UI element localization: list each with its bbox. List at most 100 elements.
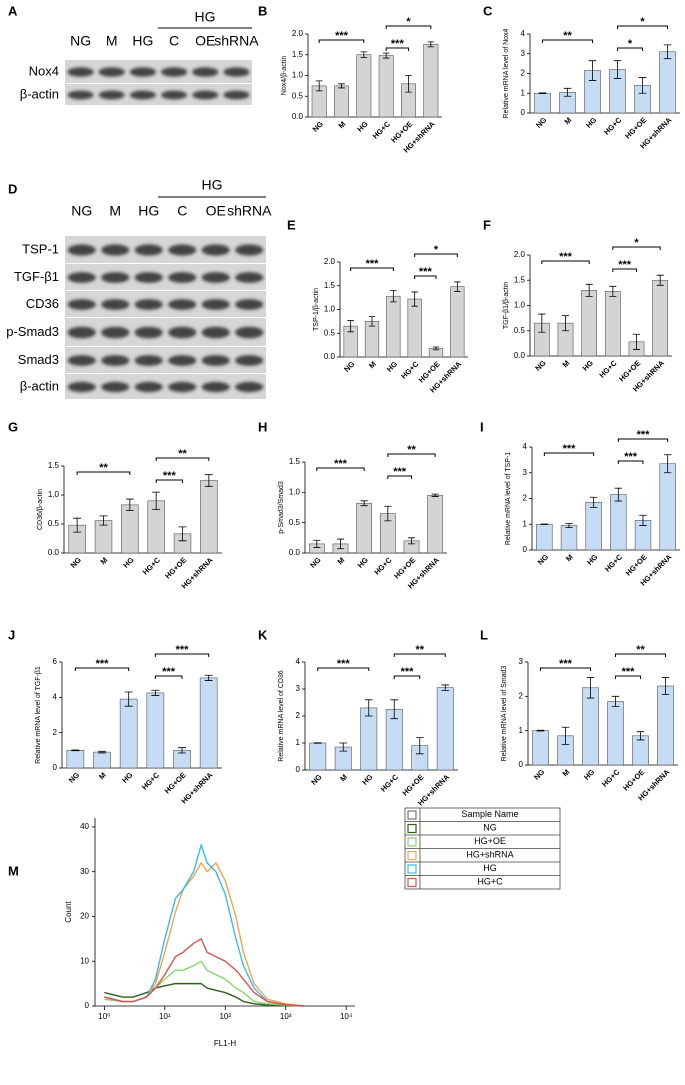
- x-tick-label: HG: [581, 358, 595, 372]
- error-bar: [360, 51, 368, 59]
- blot-band: [101, 299, 130, 310]
- lane-label: OE: [206, 203, 226, 219]
- blot-band: [168, 381, 197, 393]
- blot-band: [67, 67, 94, 77]
- blot-band: [223, 90, 250, 100]
- significance-label: **: [563, 30, 572, 42]
- y-tick-label: 4: [521, 29, 526, 38]
- error-bar: [538, 313, 546, 333]
- panel-label: I: [480, 419, 484, 434]
- blot-strip: [65, 60, 252, 83]
- blot-band: [101, 355, 130, 366]
- error-bar: [588, 60, 597, 81]
- y-tick-label: 0: [53, 763, 58, 772]
- series-line: [104, 862, 304, 1007]
- error-bar: [609, 285, 617, 297]
- error-bar: [368, 316, 376, 327]
- bar: [582, 687, 599, 766]
- significance-bracket: [393, 653, 446, 657]
- error-bar: [204, 674, 213, 681]
- significance-label: ***: [563, 443, 577, 455]
- error-bar: [636, 731, 645, 741]
- y-axis-label: Relative mRNA level of Nox4: [503, 28, 510, 118]
- y-tick-label: 6: [53, 657, 58, 666]
- significance-bracket: [414, 253, 458, 257]
- x-tick-label: HG+C: [600, 767, 622, 789]
- bar: [356, 54, 372, 118]
- row-label: CD36: [26, 296, 59, 311]
- row-label: Smad3: [18, 352, 59, 367]
- error-bar: [390, 290, 397, 303]
- legend-corner: [407, 810, 417, 820]
- error-bar: [336, 538, 345, 550]
- y-tick-label: 1.5: [289, 457, 301, 466]
- error-bar: [561, 726, 570, 745]
- legend-label: HG+OE: [474, 836, 506, 846]
- significance-bracket: [76, 471, 131, 475]
- significance-label: *: [628, 38, 633, 50]
- legend-label: HG: [483, 863, 497, 873]
- row-label: β-actin: [20, 378, 59, 393]
- error-bar: [454, 281, 461, 292]
- significance-label: ***: [559, 658, 573, 670]
- error-bar: [151, 689, 160, 696]
- y-tick-label: 0.0: [292, 112, 304, 121]
- panel-label: E: [287, 217, 296, 232]
- y-tick-label: 4: [53, 692, 58, 701]
- y-tick-label: 1.5: [48, 461, 60, 470]
- error-bar: [536, 729, 545, 732]
- y-tick-label: 2: [523, 494, 528, 503]
- blot-band: [67, 381, 96, 393]
- bar: [532, 730, 549, 766]
- y-tick-label: 2.0: [324, 257, 336, 266]
- significance-label: ***: [559, 251, 573, 263]
- significance-bracket: [540, 667, 591, 671]
- x-tick-label: NG: [533, 358, 547, 372]
- panel-label: D: [8, 181, 17, 196]
- x-axis-label: FL1-H: [214, 1039, 236, 1048]
- x-tick-label: 10⁰: [98, 1012, 110, 1021]
- y-tick-label: 3: [521, 49, 526, 58]
- x-tick-label: HG: [584, 115, 598, 129]
- x-tick-label: HG+C: [140, 770, 162, 792]
- y-tick-label: 1: [521, 88, 526, 97]
- error-bar: [313, 742, 322, 744]
- blot-band: [235, 244, 264, 256]
- x-tick-label: 10²: [219, 1012, 231, 1021]
- significance-bracket: [612, 246, 661, 250]
- x-tick-label: M: [563, 115, 574, 126]
- y-tick-label: 4: [523, 442, 528, 451]
- x-tick-label: M: [99, 555, 110, 566]
- error-bar: [360, 500, 368, 507]
- blot-band: [134, 272, 163, 283]
- legend-swatch: [407, 877, 417, 888]
- y-axis-label: p-Smad3/Smad3: [278, 481, 285, 534]
- significance-label: ***: [622, 666, 636, 678]
- x-tick-label: NG: [536, 552, 550, 566]
- x-tick-label: NG: [534, 115, 548, 129]
- blot-band: [201, 355, 230, 366]
- y-tick-label: 0.5: [514, 326, 526, 335]
- error-bar: [656, 274, 664, 286]
- y-tick-label: 0: [523, 545, 528, 554]
- y-tick-label: 0: [519, 760, 524, 769]
- row-label: TSP-1: [22, 241, 59, 256]
- x-tick-label: NG: [342, 359, 356, 373]
- significance-bracket: [316, 467, 365, 471]
- significance-label: ***: [624, 451, 638, 463]
- significance-bracket: [612, 268, 637, 272]
- y-axis-label: Relative mRNA level of Smad3: [501, 666, 508, 762]
- legend-label: HG+C: [477, 877, 503, 887]
- x-tick-label: M: [561, 358, 572, 369]
- y-tick-label: 3: [296, 684, 301, 693]
- significance-label: **: [99, 462, 108, 474]
- blot-band: [134, 299, 163, 310]
- panel-label: F: [483, 217, 491, 232]
- error-bar: [315, 80, 323, 92]
- significance-label: ***: [391, 38, 405, 50]
- blot-band: [168, 355, 197, 366]
- group-label: HG: [202, 177, 223, 193]
- y-tick-label: 0.5: [324, 328, 336, 337]
- error-bar: [73, 517, 82, 533]
- error-bar: [432, 346, 440, 351]
